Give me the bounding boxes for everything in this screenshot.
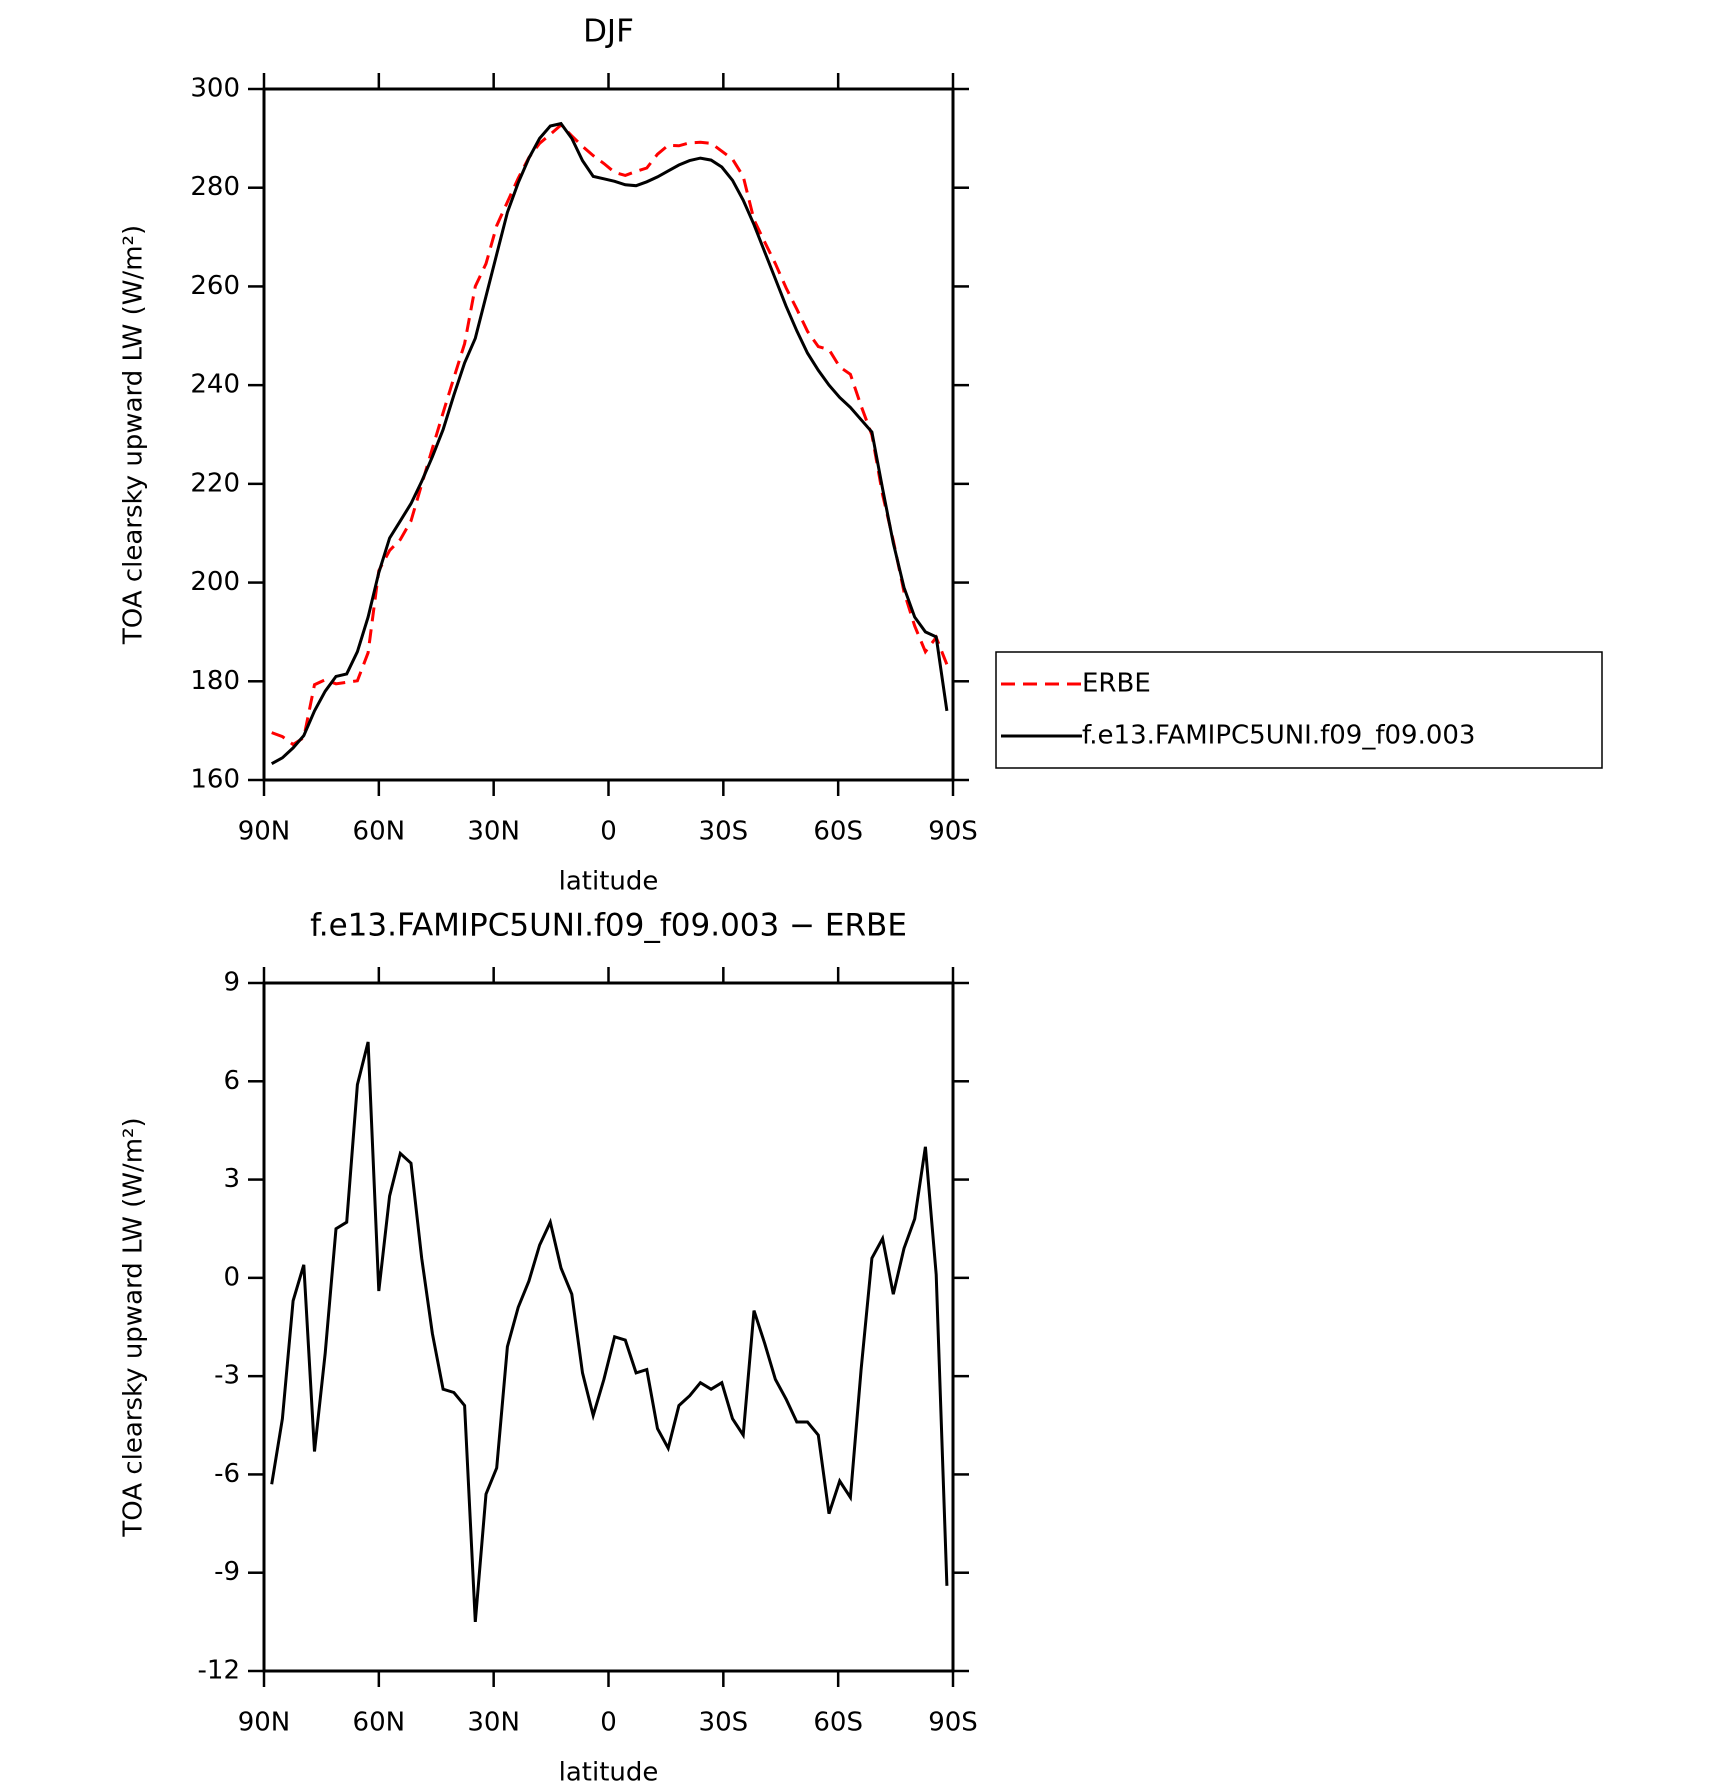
x-tick-label: 90N: [238, 1708, 291, 1738]
x-tick-label: 30S: [699, 1708, 749, 1738]
x-tick-label: 90N: [238, 817, 291, 847]
x-tick-label: 60S: [813, 1708, 863, 1738]
y-tick-label: -12: [198, 1656, 240, 1686]
y-tick-label: -6: [214, 1459, 240, 1489]
x-tick-label: 0: [600, 817, 617, 847]
legend-label: ERBE: [1082, 669, 1151, 699]
y-tick-label: 240: [190, 370, 240, 400]
x-axis-label: latitude: [559, 1758, 659, 1788]
y-tick-label: 9: [223, 968, 240, 998]
x-tick-label: 60S: [813, 817, 863, 847]
y-tick-label: -3: [214, 1361, 240, 1391]
y-tick-label: 180: [190, 666, 240, 696]
y-tick-label: 160: [190, 765, 240, 795]
chart-title: f.e13.FAMIPC5UNI.f09_f09.003 − ERBE: [310, 908, 907, 944]
y-tick-label: 3: [223, 1164, 240, 1194]
x-tick-label: 30N: [467, 817, 520, 847]
x-tick-label: 60N: [353, 1708, 406, 1738]
chart-title: DJF: [583, 14, 634, 50]
x-tick-label: 90S: [928, 1708, 978, 1738]
y-tick-label: -9: [214, 1557, 240, 1587]
x-tick-label: 0: [600, 1708, 617, 1738]
legend-label: f.e13.FAMIPC5UNI.f09_f09.003: [1082, 721, 1475, 751]
plot-frame: [262, 981, 955, 1673]
x-tick-label: 90S: [928, 817, 978, 847]
legend-box: [995, 651, 1603, 769]
y-tick-label: 0: [223, 1262, 240, 1292]
y-axis-label: TOA clearsky upward LW (W/m²): [119, 1117, 149, 1537]
y-tick-label: 200: [190, 567, 240, 597]
y-tick-label: 300: [190, 74, 240, 104]
x-tick-label: 30S: [699, 817, 749, 847]
x-axis-label: latitude: [559, 867, 659, 897]
data-line: [270, 1041, 949, 1623]
y-axis-label: TOA clearsky upward LW (W/m²): [119, 225, 149, 645]
data-line: [270, 121, 949, 766]
y-tick-label: 6: [223, 1066, 240, 1096]
y-tick-label: 220: [190, 468, 240, 498]
x-tick-label: 60N: [353, 817, 406, 847]
y-tick-label: 260: [190, 271, 240, 301]
plot-frame: [262, 87, 955, 782]
y-tick-label: 280: [190, 172, 240, 202]
data-line: [271, 122, 949, 747]
x-tick-label: 30N: [467, 1708, 520, 1738]
